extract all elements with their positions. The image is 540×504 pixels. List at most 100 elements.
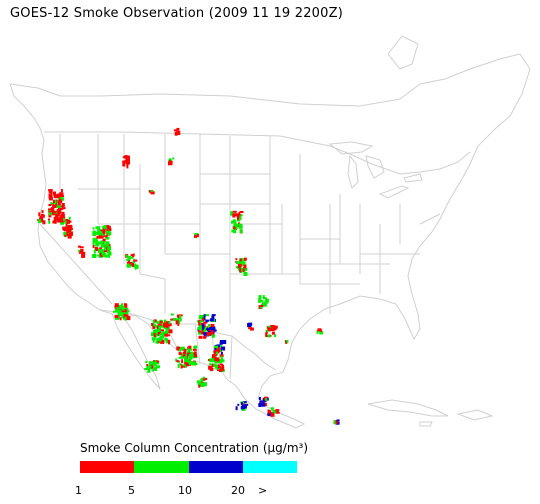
smoke-pixel: [151, 361, 154, 365]
smoke-pixel: [193, 354, 197, 357]
smoke-pixel: [231, 229, 234, 233]
smoke-pixel: [208, 365, 212, 370]
smoke-pixel: [61, 211, 65, 216]
smoke-pixel: [92, 254, 97, 258]
smoke-pixel: [188, 345, 192, 349]
smoke-pixel: [56, 204, 61, 208]
smoke-pixel: [177, 316, 180, 319]
smoke-pixel: [55, 213, 59, 218]
smoke-pixel: [92, 244, 95, 248]
smoke-pixel: [128, 264, 131, 268]
smoke-pixel: [220, 351, 223, 355]
smoke-pixel: [48, 208, 50, 213]
smoke-pixel: [273, 327, 277, 331]
smoke-pixel: [156, 338, 160, 342]
smoke-pixel: [165, 321, 169, 325]
smoke-pixel: [214, 364, 218, 369]
smoke-pixel: [335, 421, 340, 425]
smoke-pixel: [222, 340, 227, 344]
smoke-pixel: [187, 352, 191, 357]
smoke-pixel: [69, 226, 73, 229]
smoke-pixel: [178, 352, 182, 356]
smoke-pixel: [239, 215, 242, 220]
smoke-pixel: [153, 324, 157, 327]
smoke-pixel: [164, 337, 168, 341]
lake-superior: [328, 141, 374, 155]
smoke-pixel: [172, 157, 175, 160]
smoke-pixel: [239, 268, 242, 273]
smoke-pixel: [122, 309, 127, 313]
smoke-pixel: [48, 218, 50, 221]
smoke-pixel: [119, 317, 122, 321]
smoke-pixel: [132, 255, 135, 258]
smoke-pixel: [275, 410, 279, 413]
smoke-pixel: [117, 304, 122, 309]
smoke-pixel: [54, 196, 57, 199]
smoke-pixel: [258, 297, 262, 301]
smoke-pixel: [265, 298, 270, 302]
smoke-pixel: [182, 351, 185, 356]
smoke-pixel: [96, 239, 99, 244]
smoke-pixel: [66, 230, 69, 235]
smoke-pixel: [48, 212, 52, 216]
smoke-pixel: [48, 189, 53, 194]
colorbar-tick: 5: [128, 484, 135, 497]
smoke-pixel: [239, 211, 244, 213]
smoke-pixel: [158, 337, 162, 342]
smoke-pixel: [335, 420, 339, 423]
smoke-pixel: [68, 228, 73, 231]
smoke-pixel: [66, 227, 71, 232]
smoke-pixel: [106, 225, 111, 229]
smoke-pixel: [203, 333, 207, 338]
smoke-pixel: [56, 209, 61, 212]
map-outlines: [9, 35, 531, 429]
smoke-pixel: [103, 250, 108, 253]
smoke-pixel: [57, 212, 61, 215]
smoke-pixel: [68, 233, 73, 236]
smoke-pixel: [170, 313, 174, 316]
smoke-pixel: [97, 228, 101, 232]
smoke-pixel: [213, 354, 217, 357]
smoke-pixel: [265, 335, 270, 337]
colorbar-bin-1: [80, 461, 135, 473]
smoke-pixel: [177, 364, 180, 369]
smoke-pixel: [130, 254, 135, 257]
smoke-pixel: [113, 310, 116, 313]
smoke-pixel: [106, 250, 111, 253]
smoke-pixel: [63, 227, 67, 231]
smoke-pixel: [216, 349, 220, 354]
smoke-pixel: [320, 329, 323, 332]
smoke-pixel: [61, 216, 66, 219]
smoke-pixel: [209, 363, 211, 366]
smoke-pixel: [214, 345, 218, 349]
smoke-pixel: [216, 357, 220, 362]
smoke-pixel: [61, 203, 65, 207]
smoke-pixel: [50, 207, 53, 212]
smoke-pixel: [100, 242, 103, 245]
smoke-pixel: [212, 354, 215, 359]
smoke-pixel: [239, 229, 243, 234]
smoke-pixel: [191, 362, 196, 366]
smoke-pixel: [235, 258, 238, 261]
smoke-pixel: [243, 264, 247, 269]
smoke-pixel: [258, 295, 262, 299]
smoke-pixel: [92, 242, 95, 245]
smoke-pixel: [164, 319, 167, 323]
smoke-pixel: [185, 362, 189, 367]
smoke-pixel: [185, 353, 188, 357]
smoke-pixel: [189, 351, 194, 356]
smoke-pixel: [96, 254, 99, 257]
smoke-pixel: [319, 331, 324, 335]
smoke-pixel: [61, 214, 65, 218]
smoke-pixel: [181, 359, 184, 364]
smoke-pixel: [177, 322, 180, 326]
smoke-pixel: [54, 220, 57, 224]
smoke-pixel: [79, 251, 82, 254]
smoke-pixel: [54, 194, 58, 198]
smoke-pixel: [237, 217, 239, 220]
smoke-pixel: [133, 259, 138, 262]
smoke-pixel: [183, 356, 188, 359]
smoke-pixel: [160, 339, 165, 344]
smoke-pixel: [180, 346, 185, 350]
smoke-pixel: [175, 358, 178, 362]
